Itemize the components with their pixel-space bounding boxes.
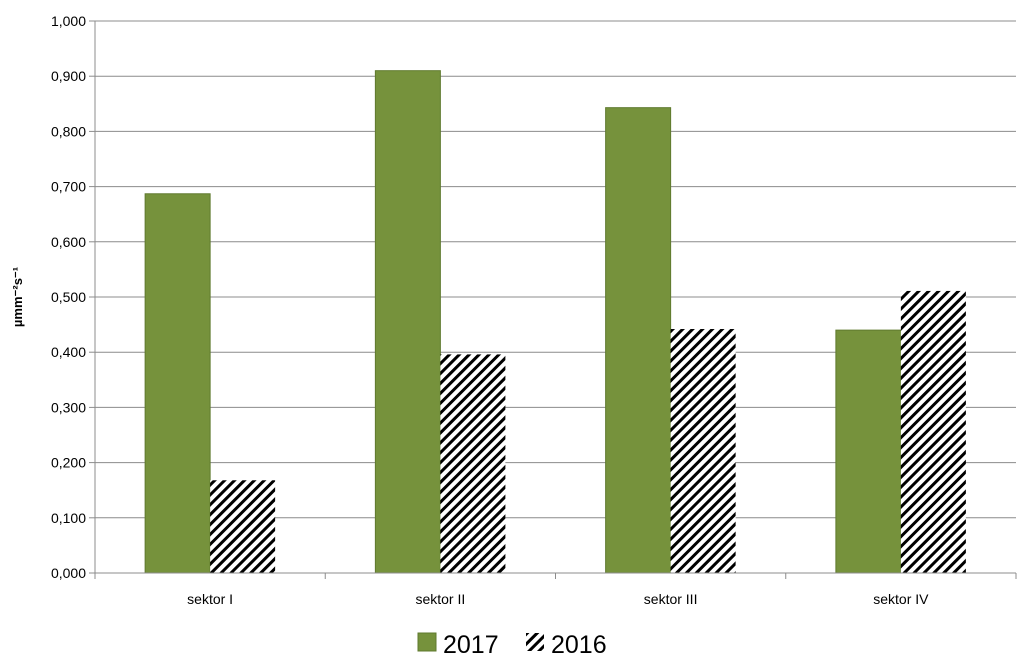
y-tick-label: 0,200 [51, 455, 86, 471]
bar-2017-2 [374, 70, 441, 574]
x-category-label: sektor III [644, 591, 698, 607]
legend-swatch-2017 [417, 632, 437, 652]
y-tick-label: 0,700 [51, 179, 86, 195]
y-tick-label: 0,500 [51, 289, 86, 305]
bar-2016-3 [670, 329, 736, 573]
bar-2016-4 [900, 290, 966, 573]
legend-label-2017: 2017 [443, 631, 499, 659]
y-tick-label: 0,900 [51, 68, 86, 84]
y-tick-labels: 0,000 0,100 0,200 0,300 0,400 0,500 0,600 0,700… [51, 13, 86, 581]
legend: 2017 2016 [417, 631, 607, 659]
legend-label-2016: 2016 [551, 631, 607, 659]
y-tick-label: 0,400 [51, 344, 86, 360]
y-tick-label: 0,600 [51, 234, 86, 250]
x-category-label: sektor II [415, 591, 465, 607]
bars [144, 70, 966, 574]
y-tick-label: 0,800 [51, 123, 86, 139]
bar-2016-2 [440, 354, 506, 573]
x-category-labels: sektor I sektor II sektor III sektor IV [187, 591, 929, 607]
y-tick-label: 0,300 [51, 399, 86, 415]
y-axis-label: µmm⁻²s⁻¹ [10, 267, 25, 327]
legend-swatch-2016 [526, 633, 544, 651]
bar-2017-3 [605, 107, 672, 574]
x-category-label: sektor I [187, 591, 233, 607]
y-tick-label: 0,100 [51, 510, 86, 526]
y-tick-label: 0,000 [51, 565, 86, 581]
bar-2017-4 [835, 329, 902, 574]
axes [94, 21, 1017, 579]
y-tick-label: 1,000 [51, 13, 86, 29]
x-category-label: sektor IV [873, 591, 929, 607]
bar-2017-1 [144, 193, 211, 574]
bar-2016-1 [210, 480, 276, 573]
